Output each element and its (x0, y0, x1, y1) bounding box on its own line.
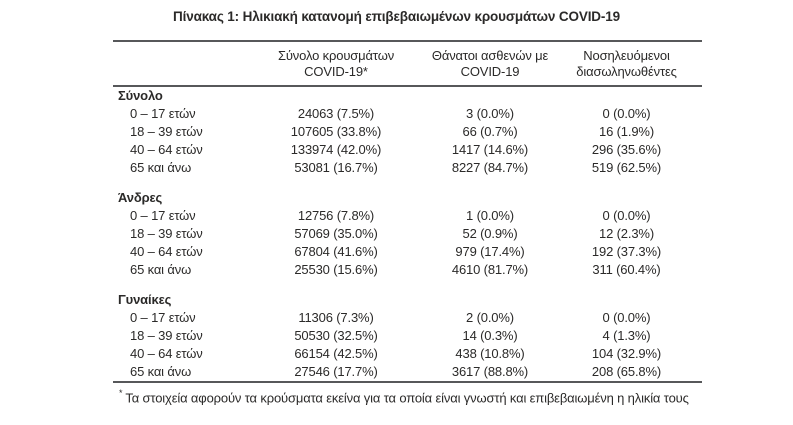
table-row: 18 – 39 ετών 107605 (33.8%) 66 (0.7%) 16… (113, 123, 702, 141)
section-row-men: Άνδρες (113, 177, 702, 207)
deaths-cell: 52 (0.9%) (462, 226, 518, 241)
deaths-cell: 1417 (14.6%) (451, 142, 529, 157)
age-label-cell: 40 – 64 ετών (130, 244, 203, 259)
table-row: 40 – 64 ετών 67804 (41.6%) 979 (17.4%) 1… (113, 243, 702, 261)
covid-age-distribution-table: Σύνολο κρουσμάτων COVID-19* Θάνατοι ασθε… (113, 40, 702, 383)
deaths-cell: 4610 (81.7%) (451, 262, 529, 277)
age-label-cell: 18 – 39 ετών (130, 124, 203, 139)
header-intubated-line1: Νοσηλευόμενοι (583, 48, 670, 63)
section-row-total: Σύνολο (113, 86, 702, 105)
section-label: Σύνολο (118, 88, 163, 103)
intubated-cell: 192 (37.3%) (591, 244, 662, 259)
deaths-cell: 3 (0.0%) (466, 106, 514, 121)
page-title: Πίνακας 1: Ηλικιακή κατανομή επιβεβαιωμέ… (173, 9, 620, 24)
deaths-cell: 1 (0.0%) (466, 208, 514, 223)
age-label-cell: 65 και άνω (130, 160, 192, 175)
table-footnote: * Τα στοιχεία αφορούν τα κρούσματα εκείνα… (119, 388, 793, 406)
table-row: 40 – 64 ετών 66154 (42.5%) 438 (10.8%) 1… (113, 345, 702, 363)
cases-cell: 133974 (42.0%) (290, 142, 382, 157)
cases-cell: 53081 (16.7%) (294, 160, 378, 175)
cases-cell: 50530 (32.5%) (294, 328, 378, 343)
cases-cell: 27546 (17.7%) (294, 364, 378, 379)
deaths-cell: 979 (17.4%) (455, 244, 525, 259)
intubated-cell: 0 (0.0%) (602, 310, 651, 325)
header-row: Σύνολο κρουσμάτων COVID-19* Θάνατοι ασθε… (113, 41, 702, 87)
table-row: 18 – 39 ετών 57069 (35.0%) 52 (0.9%) 12 … (113, 225, 702, 243)
deaths-cell: 438 (10.8%) (455, 346, 525, 361)
table-row: 18 – 39 ετών 50530 (32.5%) 14 (0.3%) 4 (… (113, 327, 702, 345)
section-label: Γυναίκες (118, 292, 172, 307)
table-row: 65 και άνω 25530 (15.6%) 4610 (81.7%) 31… (113, 261, 702, 279)
header-total-cases-line2: COVID-19* (304, 64, 368, 79)
deaths-cell: 14 (0.3%) (462, 328, 518, 343)
header-total-cases-line1: Σύνολο κρουσμάτων (277, 48, 395, 63)
footnote-asterisk: * (119, 388, 123, 398)
intubated-cell: 4 (1.3%) (602, 328, 651, 343)
footnote-text: Τα στοιχεία αφορούν τα κρούσματα εκείνα … (125, 390, 689, 406)
cases-cell: 57069 (35.0%) (294, 226, 378, 241)
section-row-women: Γυναίκες (113, 279, 702, 309)
intubated-cell: 311 (60.4%) (592, 262, 661, 277)
cases-cell: 24063 (7.5%) (297, 106, 375, 121)
header-deaths-line1: Θάνατοι ασθενών με (431, 48, 549, 63)
age-label-cell: 0 – 17 ετών (130, 208, 196, 223)
cases-cell: 25530 (15.6%) (294, 262, 378, 277)
table-row: 0 – 17 ετών 24063 (7.5%) 3 (0.0%) 0 (0.0… (113, 105, 702, 123)
table-row: 0 – 17 ετών 12756 (7.8%) 1 (0.0%) 0 (0.0… (113, 207, 702, 225)
intubated-cell: 16 (1.9%) (598, 124, 654, 139)
age-label-cell: 18 – 39 ετών (130, 328, 203, 343)
table-row: 65 και άνω 53081 (16.7%) 8227 (84.7%) 51… (113, 159, 702, 177)
intubated-cell: 0 (0.0%) (602, 106, 651, 121)
intubated-cell: 519 (62.5%) (591, 160, 662, 175)
cases-cell: 66154 (42.5%) (294, 346, 378, 361)
intubated-cell: 208 (65.8%) (591, 364, 662, 379)
deaths-cell: 3617 (88.8%) (451, 364, 529, 379)
deaths-cell: 8227 (84.7%) (451, 160, 529, 175)
cases-cell: 107605 (33.8%) (290, 124, 382, 139)
header-total-cases: Σύνολο κρουσμάτων COVID-19* (243, 41, 429, 87)
intubated-cell: 296 (35.6%) (591, 142, 662, 157)
table-row: 40 – 64 ετών 133974 (42.0%) 1417 (14.6%)… (113, 141, 702, 159)
section-label: Άνδρες (118, 190, 163, 205)
header-empty-cell (113, 41, 243, 87)
age-label-cell: 65 και άνω (130, 364, 192, 379)
age-label-cell: 40 – 64 ετών (130, 346, 203, 361)
intubated-cell: 0 (0.0%) (602, 208, 651, 223)
cases-cell: 11306 (7.3%) (298, 310, 374, 325)
cases-cell: 12756 (7.8%) (297, 208, 375, 223)
age-label-cell: 65 και άνω (130, 262, 192, 277)
header-intubated-line2: διασωληνωθέντες (576, 64, 677, 79)
cases-cell: 67804 (41.6%) (294, 244, 378, 259)
intubated-cell: 104 (32.9%) (591, 346, 662, 361)
header-intubated: Νοσηλευόμενοι διασωληνωθέντες (551, 41, 702, 87)
age-label-cell: 0 – 17 ετών (130, 106, 196, 121)
age-label-cell: 40 – 64 ετών (130, 142, 203, 157)
intubated-cell: 12 (2.3%) (598, 226, 654, 241)
table-row: 0 – 17 ετών 11306 (7.3%) 2 (0.0%) 0 (0.0… (113, 309, 702, 327)
header-deaths: Θάνατοι ασθενών με COVID-19 (429, 41, 551, 87)
deaths-cell: 66 (0.7%) (462, 124, 518, 139)
header-deaths-line2: COVID-19 (460, 64, 520, 79)
age-label-cell: 18 – 39 ετών (130, 226, 203, 241)
age-label-cell: 0 – 17 ετών (130, 310, 196, 325)
table-row: 65 και άνω 27546 (17.7%) 3617 (88.8%) 20… (113, 363, 702, 382)
deaths-cell: 2 (0.0%) (466, 310, 514, 325)
